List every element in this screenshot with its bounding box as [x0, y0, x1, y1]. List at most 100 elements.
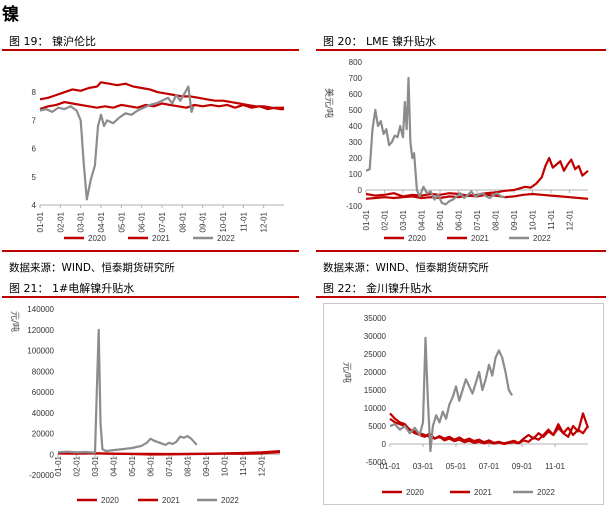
- y-tick-label: 200: [349, 154, 363, 163]
- x-tick-label: 10-01: [529, 209, 538, 230]
- legend-label-2020: 2020: [408, 234, 426, 243]
- series-line-2022: [57, 328, 198, 454]
- bottom-rule-1: [2, 250, 299, 252]
- series-line-2022: [39, 85, 195, 201]
- x-tick-label: 07-01: [165, 455, 174, 476]
- chart-svg-4: -5000 0 5000 10000 15000 20000 25000 30000 35000…: [341, 314, 590, 497]
- y-tick-label: -20000: [29, 471, 54, 480]
- y-tick-label: 30000: [364, 332, 387, 341]
- x-tick-label: 01-01: [54, 455, 63, 476]
- x-tick-label: 11-01: [547, 209, 556, 229]
- x-tick-label: 09-01: [199, 211, 208, 232]
- legend-label-2022: 2022: [537, 488, 555, 497]
- y-tick-label: 10000: [364, 404, 387, 413]
- y-tick-label: 400: [349, 122, 363, 131]
- x-tick-label: 01-01: [362, 209, 371, 230]
- legend-label-2021: 2021: [152, 234, 170, 243]
- x-tick-label: 07-01: [473, 209, 482, 230]
- y-tick-label: 100: [349, 170, 363, 179]
- y-tick-label: 800: [349, 58, 363, 67]
- y-tick-label: 40000: [32, 409, 55, 418]
- y-tick-label: 5: [32, 173, 37, 182]
- y-tick-label: 35000: [364, 314, 387, 323]
- series-line-2021: [389, 417, 589, 446]
- panel-title-4: 图 22： 金川镍升贴水: [323, 282, 432, 295]
- x-tick-label: 09-01: [202, 455, 211, 476]
- chart-panel-3: -20000 0 20000 40000 60000 80000 100000 120000 1…: [2, 299, 299, 507]
- x-tick-label: 06-01: [455, 209, 464, 230]
- x-tick-label: 02-01: [73, 455, 82, 476]
- y-tick-label: 0: [50, 450, 55, 459]
- series-line-2020: [39, 81, 284, 111]
- panel-title-1: 图 19： 镍沪伦比: [9, 35, 96, 48]
- y-tick-label: 80000: [32, 367, 55, 376]
- y-tick-label: 15000: [364, 386, 387, 395]
- y-tick-label: 6: [32, 145, 37, 154]
- y-tick-label: -5000: [366, 458, 387, 467]
- title-rule-1: [2, 49, 299, 51]
- y-tick-label: 100000: [27, 347, 54, 356]
- series-line-2020: [365, 156, 589, 200]
- x-tick-label: 06-01: [147, 455, 156, 476]
- x-tick-label: 03-01: [77, 211, 86, 232]
- y-tick-label: 300: [349, 138, 363, 147]
- title-rule-4: [316, 296, 606, 298]
- legend-label-2021: 2021: [474, 488, 492, 497]
- chart-svg-2: -100 0 100 200 300 400 500 600 700 800 01-01 02-01 0…: [323, 58, 589, 243]
- y-tick-label: 5000: [368, 422, 386, 431]
- y-tick-label: 60000: [32, 388, 55, 397]
- x-tick-label: 03-01: [399, 209, 408, 230]
- series-line-2020: [389, 412, 590, 445]
- legend-label-2021: 2021: [471, 234, 489, 243]
- y-tick-label: 20000: [364, 368, 387, 377]
- y-tick-label: 0: [358, 186, 363, 195]
- y-tick-label: 0: [382, 440, 387, 449]
- legend-label-2022: 2022: [221, 496, 239, 505]
- legend-label-2022: 2022: [217, 234, 235, 243]
- source-note-1: 数据来源：WIND、恒泰期货研究所: [9, 262, 175, 274]
- y-tick-label: -100: [346, 202, 363, 211]
- x-tick-label: 05-01: [128, 455, 137, 476]
- legend-label-2022: 2022: [533, 234, 551, 243]
- x-tick-label: 11-01: [545, 462, 565, 471]
- chart-svg-1: 4 5 6 7 8 01-01 02-01 03-01 04-01 05-01 06-01 07-01…: [32, 81, 284, 243]
- y-tick-label: 20000: [32, 430, 55, 439]
- x-tick-label: 01-01: [36, 211, 45, 232]
- x-tick-label: 11-01: [239, 455, 248, 475]
- chart-panel-2: -100 0 100 200 300 400 500 600 700 800 01-01 02-01 0…: [316, 52, 606, 249]
- x-tick-label: 11-01: [239, 211, 248, 231]
- x-tick-label: 10-01: [221, 455, 230, 476]
- x-tick-label: 07-01: [479, 462, 500, 471]
- series-line-2022: [389, 336, 514, 453]
- x-tick-label: 09-01: [510, 209, 519, 230]
- x-tick-label: 08-01: [178, 211, 187, 232]
- chart-panel-1: 4 5 6 7 8 01-01 02-01 03-01 04-01 05-01 06-01 07-01…: [2, 52, 299, 249]
- page-header: 镍: [2, 5, 19, 25]
- x-tick-label: 08-01: [492, 209, 501, 230]
- x-tick-label: 10-01: [219, 211, 228, 232]
- x-tick-label: 04-01: [418, 209, 427, 230]
- y-tick-label: 25000: [364, 350, 387, 359]
- y-tick-label: 4: [32, 201, 37, 210]
- x-tick-label: 12-01: [566, 209, 575, 230]
- x-tick-label: 02-01: [381, 209, 390, 230]
- x-tick-label: 02-01: [56, 211, 65, 232]
- y-tick-label: 7: [32, 116, 37, 125]
- series-line-2021: [39, 101, 284, 111]
- chart-svg-3: -20000 0 20000 40000 60000 80000 100000 120000 1…: [9, 305, 281, 505]
- y-tick-label: 120000: [27, 326, 54, 335]
- bottom-rule-2: [316, 250, 606, 252]
- x-tick-label: 07-01: [158, 211, 167, 232]
- x-tick-label: 12-01: [258, 455, 267, 476]
- x-tick-label: 12-01: [260, 211, 269, 232]
- legend-label-2020: 2020: [88, 234, 106, 243]
- x-tick-label: 01-01: [380, 462, 401, 471]
- series-line-2022: [365, 76, 506, 206]
- y-tick-label: 600: [349, 90, 363, 99]
- x-tick-label: 04-01: [97, 211, 106, 232]
- y-tick-label: 8: [32, 88, 37, 97]
- title-rule-2: [316, 49, 606, 51]
- y-axis-label: 美元/吨: [323, 88, 335, 118]
- x-tick-label: 05-01: [446, 462, 467, 471]
- chart-panel-4: -5000 0 5000 10000 15000 20000 25000 30000 35000…: [323, 303, 604, 505]
